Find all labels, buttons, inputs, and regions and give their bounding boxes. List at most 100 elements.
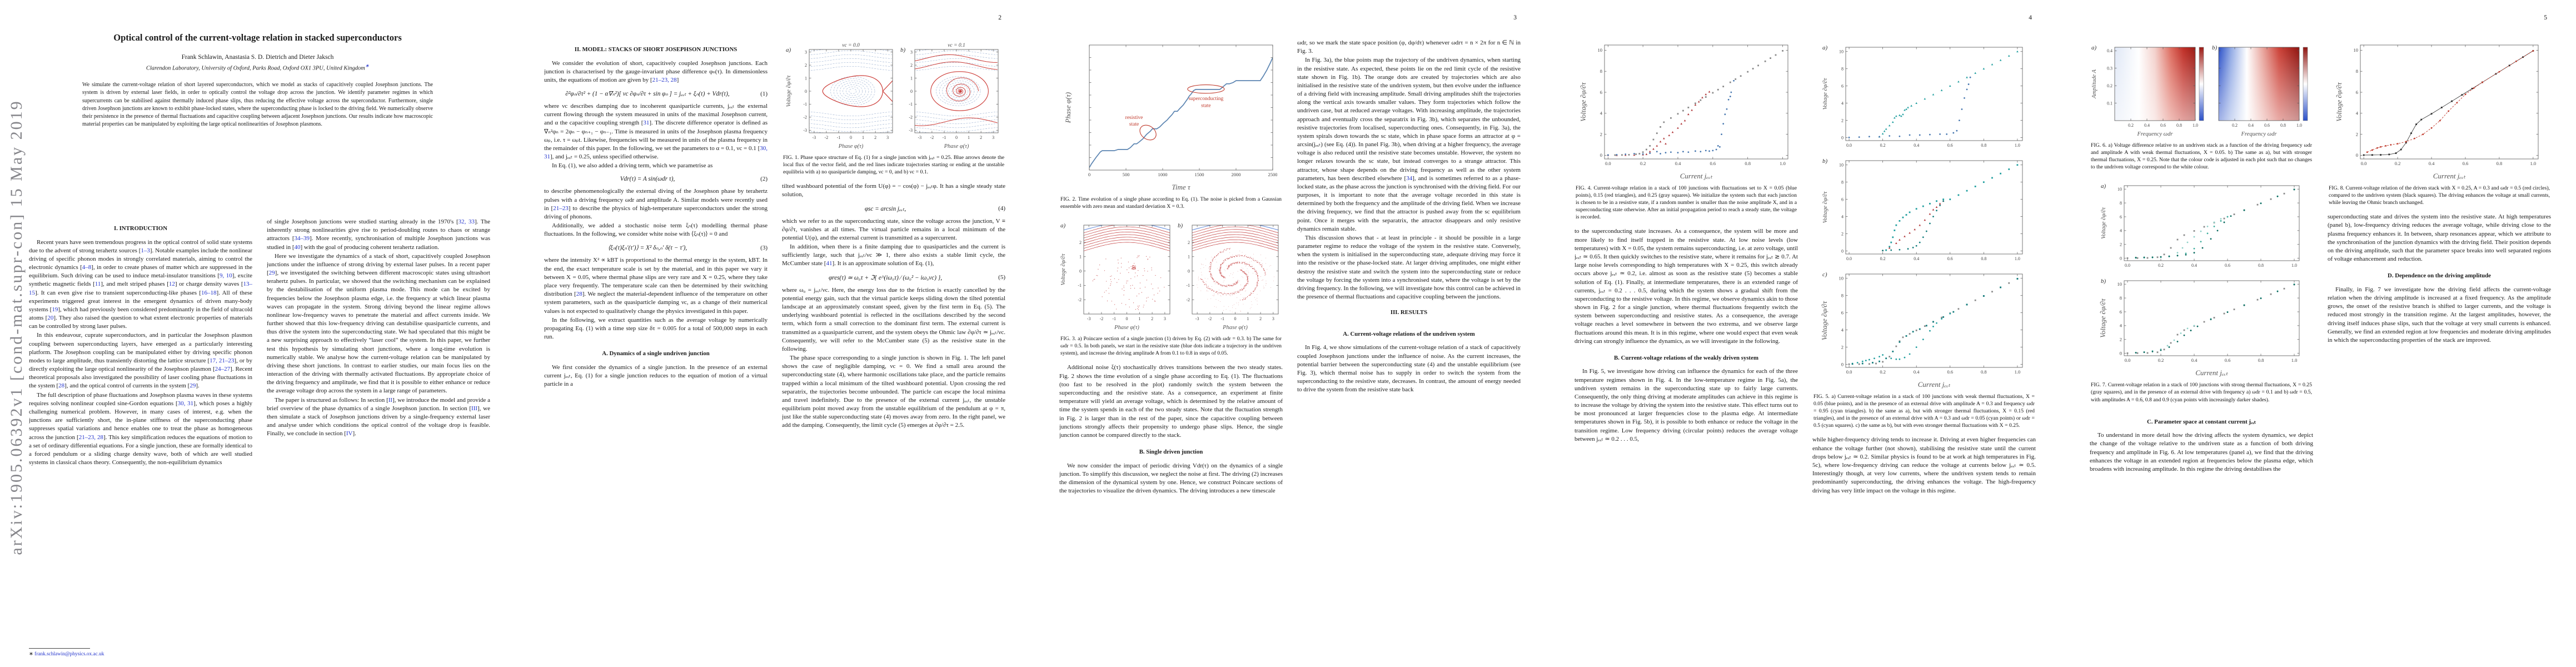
citation-link[interactable]: 31: [643, 120, 650, 127]
citation-link[interactable]: 21–23, 28: [78, 434, 103, 441]
svg-text:0.6: 0.6: [1710, 161, 1716, 166]
figure-caption: FIG. 3. a) Poincare section of a single …: [1060, 336, 1282, 357]
paragraph: to describe phenomenologically the exter…: [544, 188, 768, 220]
equation: φres(τ) ≃ ω₀τ + ℑ{ e^(iω₀τ) ⁄ (ω₀² − iω₀…: [782, 274, 1005, 281]
svg-text:6: 6: [1841, 310, 1843, 315]
svg-text:3: 3: [1272, 316, 1274, 321]
paragraph: In addition, when there is a finite damp…: [782, 243, 1005, 267]
svg-text:2: 2: [1841, 344, 1843, 350]
citation-link[interactable]: 19: [52, 306, 58, 313]
y-axis-label: Phase φ(τ): [1065, 92, 1072, 124]
citation-link[interactable]: 16–18: [201, 289, 217, 296]
svg-text:-1: -1: [1186, 283, 1190, 288]
svg-text:8: 8: [1841, 180, 1843, 185]
figure-caption: FIG. 5. a) Current-voltage relation in a…: [1813, 394, 2035, 429]
citation-link[interactable]: 34–39: [294, 235, 310, 242]
svg-text:0: 0: [850, 135, 852, 140]
svg-text:10: 10: [2117, 281, 2122, 287]
paragraph: In Fig. 4, we show simulations of the cu…: [1297, 344, 1521, 394]
svg-text:3: 3: [1164, 316, 1166, 321]
citation-link[interactable]: 40: [294, 243, 301, 251]
page-1-columns: I. INTRODUCTION Recent years have seen tr…: [29, 218, 491, 657]
page-2: 2 II. MODEL: STACKS OF SHORT JOSEPHSON J…: [515, 0, 1030, 667]
citation-link[interactable]: 41: [826, 260, 833, 267]
svg-text:0.2: 0.2: [2128, 123, 2134, 128]
svg-text:6: 6: [1841, 83, 1843, 88]
svg-text:10: 10: [1839, 163, 1843, 168]
figure-fig2: resistive state superconducting state 0 500 10…: [1065, 40, 1277, 192]
citation-link[interactable]: 29: [190, 382, 196, 390]
citation-link[interactable]: 30, 31: [177, 400, 194, 407]
svg-text:8: 8: [1600, 68, 1602, 74]
footnote-email-link[interactable]: frank.schlawin@physics.ox.ac.uk: [34, 651, 104, 657]
svg-text:0: 0: [1234, 316, 1237, 321]
citation-link[interactable]: 28: [576, 291, 582, 298]
citation-link[interactable]: 17, 21–23: [210, 357, 235, 364]
svg-text:-1: -1: [1112, 316, 1116, 321]
figure-fig1: -3 -2 -1 0 1 2 3 -3 -2 -1 0 1 2 3 νc = 0.0 a) Phase φ(τ)…: [785, 40, 1003, 151]
citation-link[interactable]: 32, 33: [458, 218, 475, 225]
citation-link[interactable]: 13–15: [29, 281, 252, 296]
citation-link[interactable]: II: [388, 396, 393, 404]
panel-letter: a): [786, 47, 791, 53]
affiliation-footnote-mark[interactable]: ∗: [365, 62, 370, 68]
citation-link[interactable]: 21–23, 28: [652, 76, 677, 83]
page-3: 3 resistive state superconducting state 0 500…: [1030, 0, 1546, 667]
svg-text:1.0: 1.0: [2015, 369, 2021, 375]
svg-text:-3: -3: [803, 128, 807, 133]
svg-text:0.4: 0.4: [2107, 48, 2112, 53]
fig5-panel: 0.0 0.2 0.4 0.6 0.8 1.0 0 2 4 6 8 10 b) Voltage ∂φ/∂τ: [1822, 158, 2023, 261]
svg-text:0.0: 0.0: [1846, 369, 1852, 375]
svg-text:0: 0: [1088, 172, 1090, 177]
column-right: 0.0 0.2 0.4 0.6 0.8 1.0 0 2 4 6 8 10 Current jₑₓₜ Vol…: [2328, 39, 2551, 657]
citation-link[interactable]: 20: [47, 315, 54, 322]
fig3-panel: -3 -2 -1 0 1 2 3 -2 -1 0 1 2 b) Phase φ(τ): [1178, 222, 1279, 331]
svg-text:0: 0: [805, 89, 807, 94]
svg-text:500: 500: [1123, 172, 1130, 177]
citation-link[interactable]: 34: [1406, 175, 1413, 182]
paragraph: In this endeavour, cuprate superconducto…: [29, 332, 252, 390]
equation: ∂²φₙ/∂τ² + (1 − α∇ₙ²)[ νc ∂φₙ/∂τ + sin φ…: [544, 90, 768, 98]
y-axis-label: Voltage ∂φ/∂τ: [1580, 82, 1587, 122]
citation-link[interactable]: 24–27: [215, 366, 231, 373]
svg-text:4: 4: [1600, 111, 1603, 116]
citation-link[interactable]: 11: [94, 281, 101, 288]
citation-link[interactable]: 9, 10: [220, 272, 232, 280]
panel-letter: a): [2091, 44, 2097, 51]
citation-link[interactable]: III: [471, 405, 478, 412]
svg-text:-3: -3: [812, 135, 816, 140]
svg-text:6: 6: [1600, 89, 1602, 95]
svg-text:0.4: 0.4: [2248, 123, 2254, 128]
fig6-panel: 0.2 0.4 0.6 0.8 1.0 b) Frequency ωdr: [2212, 44, 2308, 137]
fig1-panel: -3 -2 -1 0 1 2 3 -3 -2 -1 0 1 2 3 νc = 0.0 a) Phase φ(τ)…: [786, 43, 893, 150]
citation-link[interactable]: 30, 31: [544, 145, 768, 161]
citation-link[interactable]: 1–3: [141, 247, 150, 254]
citation-link[interactable]: 28: [58, 382, 65, 390]
svg-text:-2: -2: [1078, 297, 1082, 302]
svg-text:0.2: 0.2: [2158, 263, 2164, 268]
citation-link[interactable]: 21–23: [553, 205, 569, 212]
citation-link[interactable]: IV: [346, 430, 353, 437]
figure-fig4: 0.0 0.2 0.4 0.6 0.8 1.0 0 2 4 6 8 10 Current jₑₓₜ Vol…: [1580, 40, 1792, 181]
citation-link[interactable]: 29: [268, 270, 275, 277]
citation-link[interactable]: 4–8: [82, 264, 92, 271]
svg-text:1: 1: [910, 76, 913, 81]
svg-text:0.0: 0.0: [2361, 161, 2367, 166]
figure-fig5: 0.0 0.2 0.4 0.6 0.8 1.0 0 2 4 6 8 10 a) Voltage ∂φ/∂τ…: [1821, 40, 2027, 390]
section-heading: C. Parameter space at constant current j…: [2146, 418, 2256, 425]
svg-text:-1: -1: [837, 135, 841, 140]
svg-text:6: 6: [1841, 197, 1843, 202]
fig3-panel: -3 -2 -1 0 1 2 3 -2 -1 0 1 2 a) Phase φ(τ) Voltage ∂φ/…: [1060, 222, 1170, 331]
paper-authors: Frank Schlawin, Anastasia S. D. Dietrich…: [181, 53, 334, 61]
equation: Vdr(τ) = A sin(ωdr τ), (2): [544, 176, 768, 182]
svg-text:0.8: 0.8: [1981, 143, 1986, 148]
citation-link[interactable]: 12: [168, 281, 175, 288]
svg-text:4: 4: [1841, 214, 1843, 219]
svg-text:1: 1: [968, 135, 970, 140]
figure-caption: FIG. 8. Current-voltage relation of the …: [2329, 185, 2550, 206]
svg-text:10: 10: [2354, 47, 2359, 53]
panel-letter: b): [1178, 222, 1183, 229]
svg-text:0: 0: [1841, 361, 1843, 367]
svg-text:0.0: 0.0: [1605, 161, 1611, 166]
